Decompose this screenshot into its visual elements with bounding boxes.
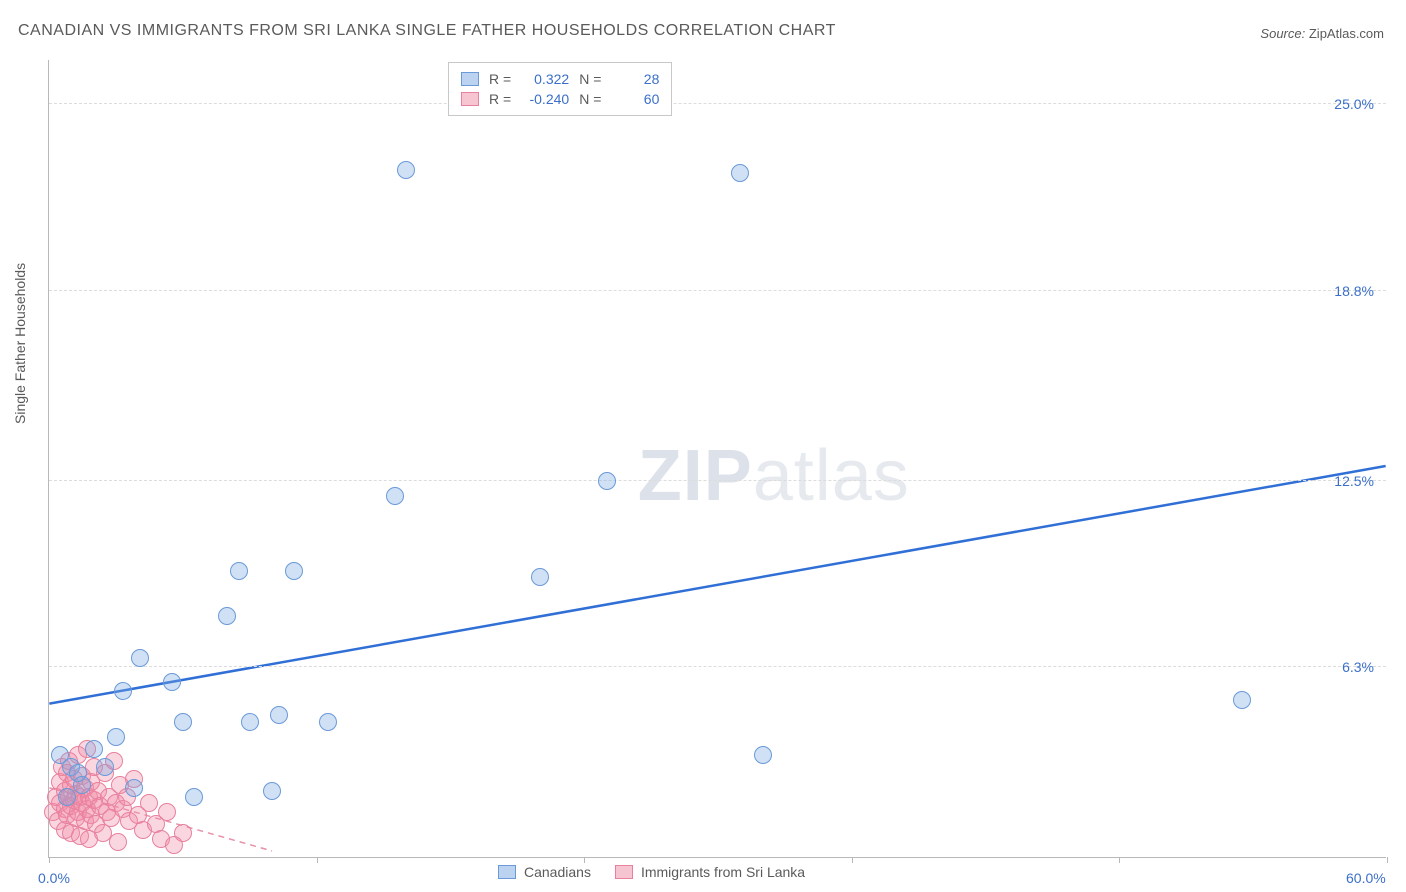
scatter-point-blue xyxy=(85,740,103,758)
swatch-pink-icon xyxy=(615,865,633,879)
scatter-point-blue xyxy=(263,782,281,800)
n-label: N = xyxy=(579,69,601,89)
x-tick xyxy=(317,857,318,863)
x-axis-min-label: 0.0% xyxy=(38,870,70,886)
source-attribution: Source: ZipAtlas.com xyxy=(1260,26,1384,41)
grid-line xyxy=(49,480,1386,481)
scatter-point-blue xyxy=(531,568,549,586)
x-tick xyxy=(1119,857,1120,863)
scatter-point-blue xyxy=(185,788,203,806)
x-axis-max-label: 60.0% xyxy=(1346,870,1386,886)
scatter-point-blue xyxy=(397,161,415,179)
scatter-point-blue xyxy=(174,713,192,731)
swatch-pink-icon xyxy=(461,92,479,106)
scatter-point-blue xyxy=(598,472,616,490)
legend-item-pink: Immigrants from Sri Lanka xyxy=(615,864,805,880)
r-value-blue: 0.322 xyxy=(521,69,569,89)
legend-label-blue: Canadians xyxy=(524,864,591,880)
chart-container: CANADIAN VS IMMIGRANTS FROM SRI LANKA SI… xyxy=(0,0,1406,892)
y-tick-label: 6.3% xyxy=(1342,659,1374,675)
scatter-point-pink xyxy=(140,794,158,812)
r-label: R = xyxy=(489,69,511,89)
grid-line xyxy=(49,103,1386,104)
swatch-blue-icon xyxy=(498,865,516,879)
stats-row-blue: R = 0.322 N = 28 xyxy=(461,69,659,89)
scatter-point-pink xyxy=(158,803,176,821)
legend-label-pink: Immigrants from Sri Lanka xyxy=(641,864,805,880)
scatter-point-blue xyxy=(125,779,143,797)
scatter-point-blue xyxy=(58,788,76,806)
r-value-pink: -0.240 xyxy=(521,89,569,109)
watermark-rest: atlas xyxy=(753,436,910,516)
n-label: N = xyxy=(579,89,601,109)
swatch-blue-icon xyxy=(461,72,479,86)
grid-line xyxy=(49,290,1386,291)
n-value-blue: 28 xyxy=(611,69,659,89)
scatter-point-blue xyxy=(754,746,772,764)
scatter-point-blue xyxy=(230,562,248,580)
source-value: ZipAtlas.com xyxy=(1309,26,1384,41)
scatter-point-blue xyxy=(114,682,132,700)
scatter-point-blue xyxy=(131,649,149,667)
scatter-point-blue xyxy=(270,706,288,724)
grid-line xyxy=(49,666,1386,667)
x-tick xyxy=(584,857,585,863)
x-tick xyxy=(49,857,50,863)
scatter-point-blue xyxy=(285,562,303,580)
scatter-point-pink xyxy=(109,833,127,851)
trend-lines-svg xyxy=(49,60,1386,857)
x-tick xyxy=(1387,857,1388,863)
scatter-point-blue xyxy=(319,713,337,731)
scatter-point-blue xyxy=(241,713,259,731)
scatter-point-blue xyxy=(96,758,114,776)
r-label: R = xyxy=(489,89,511,109)
scatter-point-blue xyxy=(386,487,404,505)
n-value-pink: 60 xyxy=(611,89,659,109)
legend-item-blue: Canadians xyxy=(498,864,591,880)
y-axis-label: Single Father Households xyxy=(12,263,28,424)
chart-title: CANADIAN VS IMMIGRANTS FROM SRI LANKA SI… xyxy=(18,22,836,40)
scatter-point-blue xyxy=(163,673,181,691)
y-tick-label: 18.8% xyxy=(1334,283,1374,299)
stats-legend: R = 0.322 N = 28 R = -0.240 N = 60 xyxy=(448,62,672,116)
scatter-point-blue xyxy=(218,607,236,625)
scatter-point-blue xyxy=(1233,691,1251,709)
y-tick-label: 25.0% xyxy=(1334,96,1374,112)
scatter-point-blue xyxy=(731,164,749,182)
plot-area: ZIPatlas 6.3% 12.5% 18.8% 25.0% xyxy=(48,60,1386,858)
x-tick xyxy=(852,857,853,863)
source-label: Source: xyxy=(1260,26,1305,41)
y-tick-label: 12.5% xyxy=(1334,473,1374,489)
trend-line-blue xyxy=(49,466,1385,704)
scatter-point-blue xyxy=(107,728,125,746)
series-legend: Canadians Immigrants from Sri Lanka xyxy=(498,864,805,880)
stats-row-pink: R = -0.240 N = 60 xyxy=(461,89,659,109)
watermark-text: ZIPatlas xyxy=(638,435,910,517)
scatter-point-pink xyxy=(174,824,192,842)
scatter-point-blue xyxy=(73,776,91,794)
watermark-bold: ZIP xyxy=(638,436,753,516)
